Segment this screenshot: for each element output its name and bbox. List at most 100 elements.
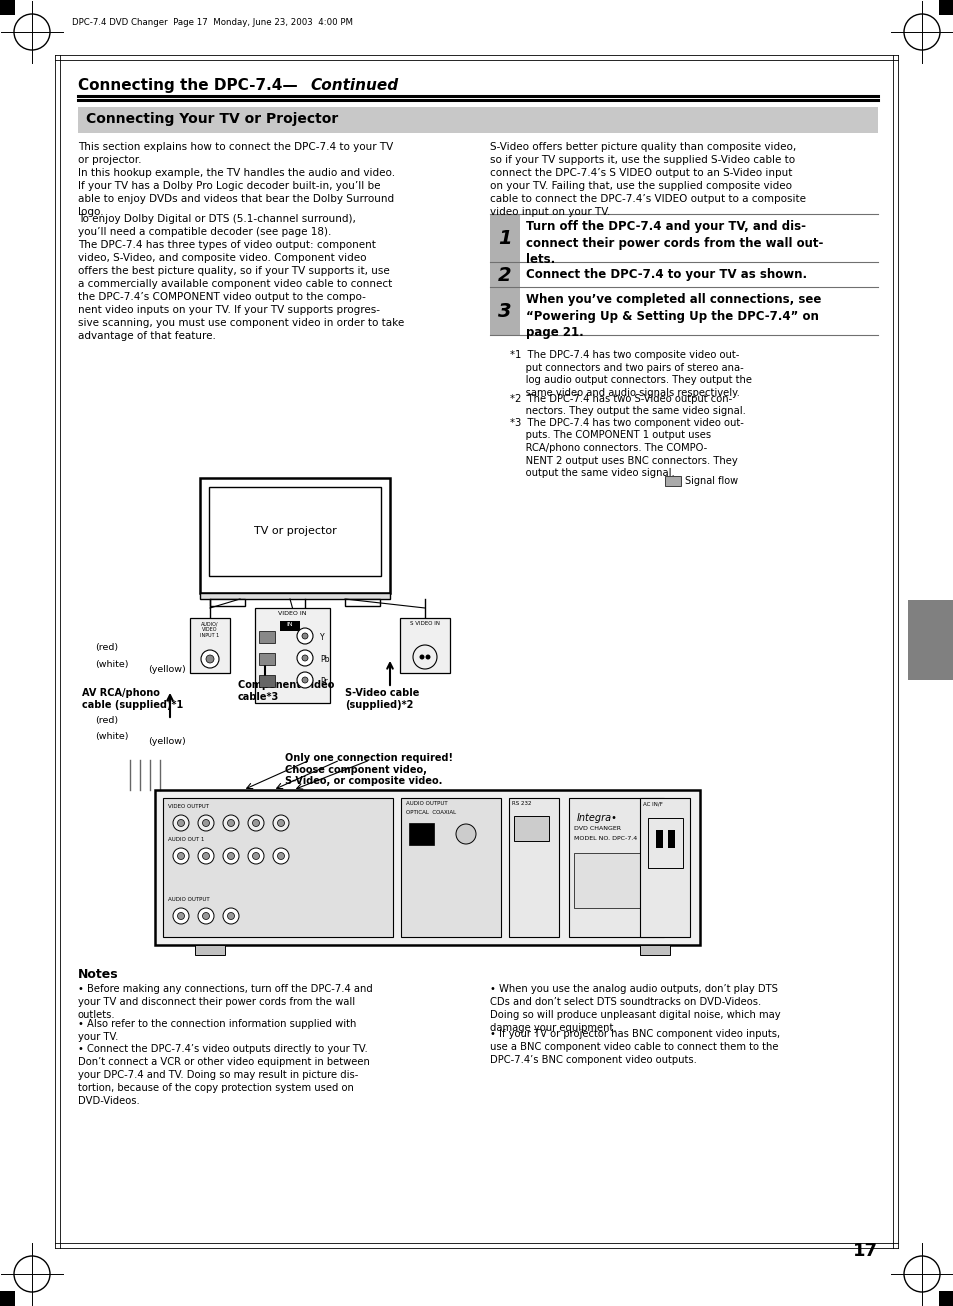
Bar [254,609,330,703]
Text: Component video
cable*3: Component video cable*3 [237,680,334,701]
Text: S-Video cable
(supplied)*2: S-Video cable (supplied)*2 [345,688,419,709]
Circle shape [177,913,184,919]
Text: Notes: Notes [78,968,118,981]
Text: In this hookup example, the TV handles the audio and video.
If your TV has a Dol: In this hookup example, the TV handles t… [78,167,395,217]
Text: (white): (white) [95,731,129,741]
Circle shape [253,853,259,859]
Text: Connecting the DPC-7.4—: Connecting the DPC-7.4— [78,78,297,93]
Bar [667,831,675,848]
Bar [0,1292,15,1306]
Text: AC IN/F: AC IN/F [642,801,662,806]
Circle shape [177,853,184,859]
Circle shape [456,824,476,844]
Bar [664,475,680,486]
Text: 17: 17 [852,1242,877,1260]
Text: • If your TV or projector has BNC component video inputs,
use a BNC component vi: • If your TV or projector has BNC compon… [490,1029,780,1064]
Bar [200,478,390,593]
Circle shape [248,848,264,865]
Text: VIDEO IN: VIDEO IN [278,611,307,616]
Circle shape [223,848,239,865]
Text: When you’ve completed all connections, see
“Powering Up & Setting Up the DPC-7.4: When you’ve completed all connections, s… [525,293,821,340]
Circle shape [296,628,313,644]
Bar [78,107,877,133]
Bar [568,798,663,936]
Bar [209,487,380,576]
Text: *2  The DPC-7.4 has two S-Video output con-
     nectors. They output the same v: *2 The DPC-7.4 has two S-Video output co… [510,393,745,417]
Bar [907,599,953,680]
Text: 1: 1 [497,229,511,248]
Bar [345,599,379,606]
Text: • Also refer to the connection information supplied with
your TV.: • Also refer to the connection informati… [78,1019,356,1042]
Text: AUDIO OUTPUT: AUDIO OUTPUT [406,801,447,806]
Text: VIDEO OUTPUT: VIDEO OUTPUT [168,804,209,808]
Text: DPC-7.4 DVD Changer  Page 17  Monday, June 23, 2003  4:00 PM: DPC-7.4 DVD Changer Page 17 Monday, June… [71,18,353,27]
Text: OPTICAL  COAXIAL: OPTICAL COAXIAL [406,810,456,815]
Circle shape [223,815,239,831]
Text: Turn off the DPC-7.4 and your TV, and dis-
connect their power cords from the wa: Turn off the DPC-7.4 and your TV, and di… [525,221,822,266]
Circle shape [227,819,234,827]
Bar [490,289,519,336]
Circle shape [227,913,234,919]
Circle shape [223,908,239,925]
Text: (yellow): (yellow) [148,665,186,674]
Bar [258,653,274,665]
Text: *3  The DPC-7.4 has two component video out-
     puts. The COMPONENT 1 output u: *3 The DPC-7.4 has two component video o… [510,418,743,478]
Text: Connect the DPC-7.4 to your TV as shown.: Connect the DPC-7.4 to your TV as shown. [525,268,806,281]
Circle shape [172,908,189,925]
Bar [639,798,689,936]
Text: Only one connection required!
Choose component video,
S-Video, or composite vide: Only one connection required! Choose com… [285,754,453,786]
Bar [639,946,669,955]
Text: Integra•: Integra• [577,814,618,823]
Circle shape [177,819,184,827]
Circle shape [277,853,284,859]
Bar [0,0,15,14]
Bar [656,831,662,848]
Text: AUDIO/
VIDEO
INPUT 1: AUDIO/ VIDEO INPUT 1 [200,620,219,637]
Bar [514,816,548,841]
Text: Pb: Pb [319,656,329,663]
Bar [409,823,434,845]
Bar [938,1292,953,1306]
Text: • Connect the DPC-7.4’s video outputs directly to your TV.
Don’t connect a VCR o: • Connect the DPC-7.4’s video outputs di… [78,1043,370,1106]
Text: Y: Y [319,633,324,643]
Text: (red): (red) [95,716,118,725]
Circle shape [198,848,213,865]
Circle shape [253,819,259,827]
Text: MODEL NO. DPC-7.4: MODEL NO. DPC-7.4 [574,836,637,841]
Bar [258,631,274,643]
Text: *1  The DPC-7.4 has two composite video out-
     put connectors and two pairs o: *1 The DPC-7.4 has two composite video o… [510,350,751,398]
Text: AUDIO OUTPUT: AUDIO OUTPUT [168,897,210,902]
Circle shape [302,656,308,661]
Circle shape [273,815,289,831]
Text: (yellow): (yellow) [148,737,186,746]
Bar [258,675,274,687]
Bar [280,620,299,631]
Bar [399,618,450,673]
Bar [938,0,953,14]
Circle shape [413,645,436,669]
Bar [509,798,558,936]
Text: S VIDEO IN: S VIDEO IN [410,620,439,626]
Circle shape [201,650,219,667]
Bar [190,618,230,673]
Circle shape [273,848,289,865]
Circle shape [302,633,308,639]
Circle shape [419,654,424,660]
Circle shape [296,650,313,666]
Bar [194,946,225,955]
Circle shape [198,815,213,831]
Circle shape [172,815,189,831]
Circle shape [425,654,430,660]
Bar [154,790,700,946]
Text: Connecting Your TV or Projector: Connecting Your TV or Projector [86,112,338,125]
Circle shape [277,819,284,827]
Text: (red): (red) [95,643,118,652]
Text: AV RCA/phono
cable (supplied)*1: AV RCA/phono cable (supplied)*1 [82,688,183,709]
Bar [490,215,519,263]
Circle shape [227,853,234,859]
Circle shape [172,848,189,865]
Text: Pr: Pr [319,677,328,686]
Text: (white): (white) [95,660,129,669]
Text: Continued: Continued [310,78,397,93]
Circle shape [248,815,264,831]
